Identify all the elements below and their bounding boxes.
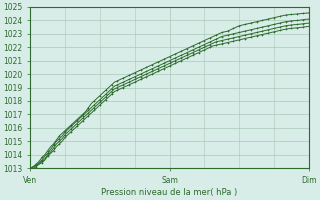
X-axis label: Pression niveau de la mer( hPa ): Pression niveau de la mer( hPa ) bbox=[101, 188, 238, 197]
